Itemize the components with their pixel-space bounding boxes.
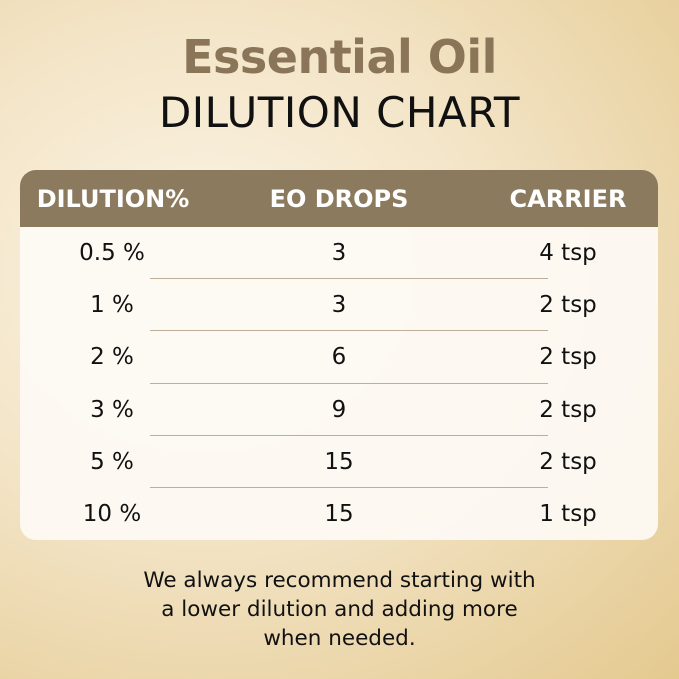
footer-note: We always recommend starting with a lowe… bbox=[0, 566, 679, 653]
table-row: 0.5 % 3 4 tsp bbox=[20, 227, 658, 280]
table-row: 1 % 3 2 tsp bbox=[20, 279, 658, 332]
cell-eo-drops: 3 bbox=[331, 292, 347, 319]
cell-eo-drops: 3 bbox=[331, 240, 347, 267]
header-eo-drops: EO DROPS bbox=[269, 184, 409, 213]
table-header: DILUTION% EO DROPS CARRIER bbox=[20, 170, 658, 227]
dilution-table: DILUTION% EO DROPS CARRIER 0.5 % 3 4 tsp 1 … bbox=[20, 170, 658, 540]
header-carrier: CARRIER bbox=[509, 184, 627, 213]
table-row: 2 % 6 2 tsp bbox=[20, 331, 658, 384]
header-dilution: DILUTION% bbox=[36, 184, 190, 213]
table-row: 10 % 15 1 tsp bbox=[20, 488, 658, 540]
cell-dilution: 1 % bbox=[90, 292, 134, 319]
cell-dilution: 3 % bbox=[90, 396, 134, 423]
cell-eo-drops: 9 bbox=[331, 396, 347, 423]
cell-eo-drops: 15 bbox=[324, 501, 354, 528]
cell-eo-drops: 15 bbox=[324, 448, 354, 475]
table-row: 5 % 15 2 tsp bbox=[20, 436, 658, 489]
cell-carrier: 2 tsp bbox=[539, 448, 597, 475]
cell-carrier: 2 tsp bbox=[539, 292, 597, 319]
cell-dilution: 0.5 % bbox=[79, 240, 145, 267]
cell-carrier: 2 tsp bbox=[539, 344, 597, 371]
cell-dilution: 2 % bbox=[90, 344, 134, 371]
footer-line: a lower dilution and adding more bbox=[161, 597, 518, 622]
title-dilution-chart: DILUTION CHART bbox=[158, 88, 521, 137]
cell-carrier: 1 tsp bbox=[539, 501, 597, 528]
cell-dilution: 10 % bbox=[82, 501, 142, 528]
table-row: 3 % 9 2 tsp bbox=[20, 384, 658, 436]
footer-line: We always recommend starting with bbox=[143, 568, 536, 593]
cell-carrier: 2 tsp bbox=[539, 396, 597, 423]
cell-eo-drops: 6 bbox=[331, 344, 347, 371]
footer-line: when needed. bbox=[263, 626, 416, 651]
cell-dilution: 5 % bbox=[90, 448, 134, 475]
cell-carrier: 4 tsp bbox=[539, 240, 597, 267]
title-essential-oil: Essential Oil bbox=[182, 30, 497, 84]
